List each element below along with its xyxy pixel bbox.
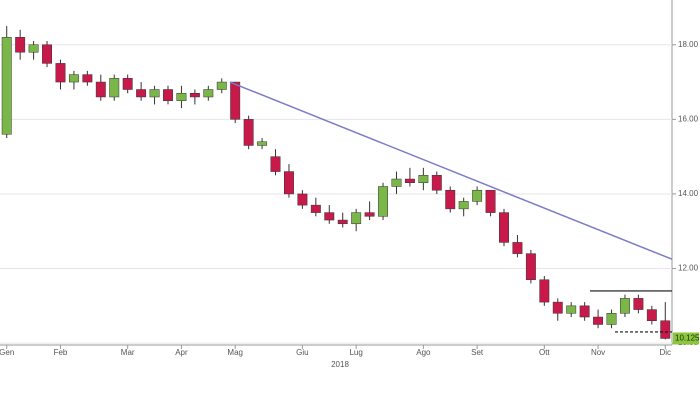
x-tick-label: Nov xyxy=(591,348,605,357)
x-tick-label: Gen xyxy=(0,348,14,357)
candle-body xyxy=(378,186,388,217)
candle-body xyxy=(28,44,39,53)
candle-body xyxy=(55,63,66,83)
candle-body xyxy=(552,301,563,314)
last-price-label: 10.125 xyxy=(675,334,700,343)
year-label: 2018 xyxy=(331,360,349,369)
candle-body xyxy=(68,74,79,83)
y-tick-label: 16.00 xyxy=(678,114,699,123)
x-tick-label: Apr xyxy=(175,348,188,357)
candle-body xyxy=(136,89,147,98)
candle-body xyxy=(163,89,173,101)
x-tick-label: Dic xyxy=(659,348,671,357)
candle-body xyxy=(230,81,241,120)
candle-body xyxy=(270,156,281,172)
candle-body xyxy=(257,141,268,146)
candle-body xyxy=(579,305,590,318)
candle-body xyxy=(216,81,227,90)
x-tick-label: Feb xyxy=(54,348,68,357)
candle-body xyxy=(566,305,577,314)
candle-body xyxy=(176,92,187,101)
candle-body xyxy=(472,189,483,202)
candle-body xyxy=(122,78,133,90)
candle-body xyxy=(203,89,214,98)
x-tick-label: Ago xyxy=(416,348,431,357)
candle-body xyxy=(431,175,442,191)
candle-body xyxy=(1,37,12,135)
candle-body xyxy=(458,201,469,210)
candle-body xyxy=(660,320,671,339)
candle-body xyxy=(15,37,26,53)
candle-body xyxy=(646,309,657,322)
candle-body xyxy=(42,44,52,64)
candle-body xyxy=(189,92,200,98)
candle-body xyxy=(351,212,362,225)
x-tick-label: Mar xyxy=(121,348,135,357)
candle-body xyxy=(404,178,415,184)
candle-body xyxy=(364,212,375,217)
x-tick-label: Mag xyxy=(227,348,243,357)
candle-body xyxy=(593,316,604,325)
candle-body xyxy=(418,175,429,184)
candle-body xyxy=(297,193,308,206)
x-tick-label: Ott xyxy=(539,348,550,357)
candle-body xyxy=(109,78,120,98)
trendline xyxy=(229,81,673,260)
candle-body xyxy=(499,212,509,243)
candle-body xyxy=(539,279,550,303)
candle-body xyxy=(606,313,617,325)
candle-body xyxy=(310,204,321,213)
candle-body xyxy=(620,298,630,314)
y-tick-label: 12.00 xyxy=(678,264,699,273)
candle-body xyxy=(633,298,644,310)
candle-body xyxy=(485,189,496,213)
candle-body xyxy=(82,74,93,83)
x-tick-label: Lug xyxy=(349,348,362,357)
candle-body xyxy=(525,253,536,280)
candle-body xyxy=(95,81,106,98)
candle-body xyxy=(324,212,335,221)
x-tick-label: Set xyxy=(471,348,484,357)
candle-body xyxy=(149,89,160,98)
candle-body xyxy=(337,219,348,225)
candle-body xyxy=(391,178,402,187)
y-tick-label: 18.00 xyxy=(678,40,699,49)
last-price-box xyxy=(673,332,699,345)
candle-body xyxy=(284,171,294,195)
candle-body xyxy=(512,242,523,254)
x-tick-label: Giu xyxy=(296,348,308,357)
candle-body xyxy=(243,119,254,146)
y-tick-label: 14.00 xyxy=(678,189,699,198)
candle-body xyxy=(445,189,456,210)
